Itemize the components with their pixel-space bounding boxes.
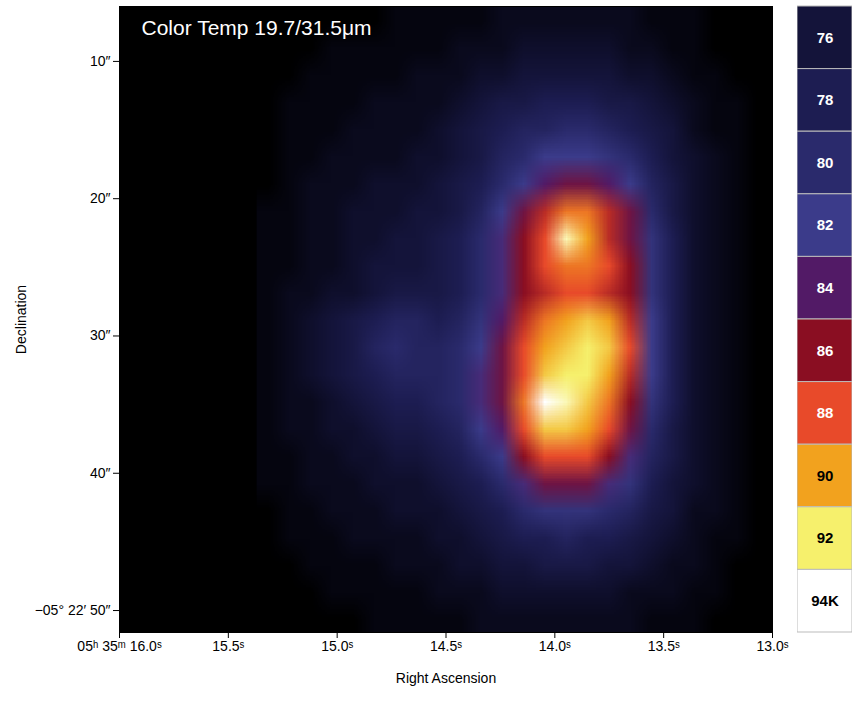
svg-text:82: 82 bbox=[817, 216, 834, 233]
svg-text:Color Temp 19.7/31.5μm: Color Temp 19.7/31.5μm bbox=[142, 16, 372, 39]
svg-text:84: 84 bbox=[817, 279, 834, 296]
svg-text:Declination: Declination bbox=[13, 285, 29, 354]
svg-text:88: 88 bbox=[817, 404, 834, 421]
svg-text:10″: 10″ bbox=[90, 53, 111, 69]
svg-text:20″: 20″ bbox=[90, 190, 111, 206]
svg-text:05ʰ 35ᵐ 16.0ˢ: 05ʰ 35ᵐ 16.0ˢ bbox=[77, 638, 162, 654]
svg-text:90: 90 bbox=[817, 467, 834, 484]
svg-text:14.5ˢ: 14.5ˢ bbox=[430, 638, 462, 654]
svg-text:15.5ˢ: 15.5ˢ bbox=[212, 638, 244, 654]
svg-text:−05° 22′ 50″: −05° 22′ 50″ bbox=[35, 602, 111, 618]
svg-text:13.5ˢ: 13.5ˢ bbox=[648, 638, 680, 654]
svg-text:Right Ascension: Right Ascension bbox=[396, 670, 496, 686]
svg-text:76: 76 bbox=[817, 29, 834, 46]
svg-text:94K: 94K bbox=[811, 592, 839, 609]
svg-text:40″: 40″ bbox=[90, 465, 111, 481]
svg-text:15.0ˢ: 15.0ˢ bbox=[321, 638, 353, 654]
svg-text:13.0ˢ: 13.0ˢ bbox=[756, 638, 788, 654]
svg-text:30″: 30″ bbox=[90, 327, 111, 343]
svg-text:14.0ˢ: 14.0ˢ bbox=[539, 638, 571, 654]
svg-text:80: 80 bbox=[817, 154, 834, 171]
svg-text:78: 78 bbox=[817, 91, 834, 108]
svg-text:86: 86 bbox=[817, 342, 834, 359]
svg-text:92: 92 bbox=[817, 529, 834, 546]
